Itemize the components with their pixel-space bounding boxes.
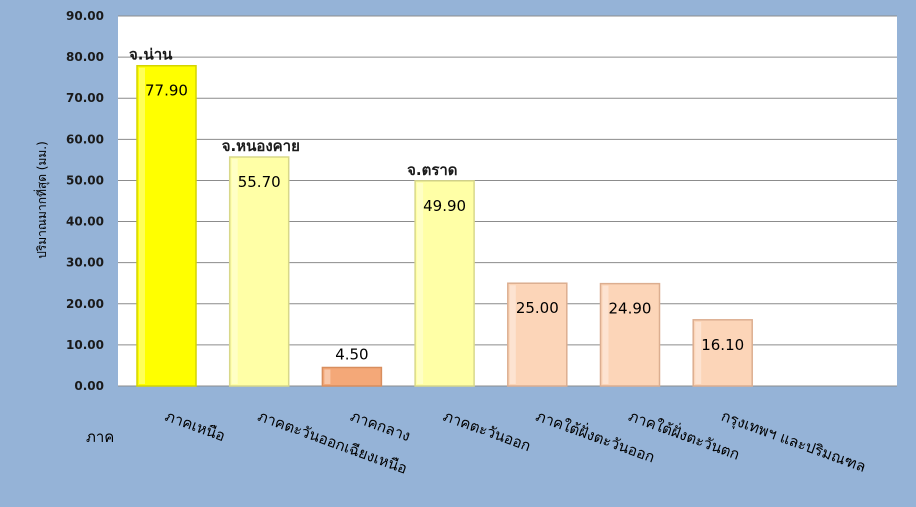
bar: [321, 366, 383, 387]
x-axis-label: ภาค: [86, 428, 114, 446]
value-label: 16.10: [701, 336, 744, 354]
province-annotation: จ.ตราด: [407, 161, 457, 179]
y-axis-ticks: 0.00 10.00 20.00 30.00 40.00 50.00 60.00 70.00 8…: [66, 9, 104, 393]
category-label: ภาคตะวันออกเฉียงเหนือ: [255, 407, 409, 478]
bar-highlight: [231, 159, 238, 384]
y-tick-label: 80.00: [66, 50, 104, 64]
value-label: 4.50: [335, 346, 368, 364]
bar: [136, 64, 197, 387]
category-label: ภาคตะวันออก: [441, 407, 534, 455]
y-tick-label: 0.00: [74, 379, 104, 393]
value-label: 55.70: [238, 173, 281, 191]
y-tick-label: 40.00: [66, 215, 104, 229]
bars: [136, 64, 753, 387]
value-label: 25.00: [516, 299, 559, 317]
value-label: 49.90: [423, 197, 466, 215]
bar-highlight: [139, 67, 145, 384]
category-label: ภาคกลาง: [348, 407, 413, 445]
y-tick-label: 20.00: [66, 297, 104, 311]
category-label: กรุงเทพฯ และปริมณฑล: [718, 407, 868, 477]
y-tick-label: 30.00: [66, 256, 104, 270]
province-annotation: จ.หนองคาย: [222, 137, 300, 155]
value-label: 77.90: [145, 82, 188, 100]
y-axis-label: ปริมาณมากที่สุด (มม.): [33, 141, 50, 259]
bar-highlight: [602, 285, 609, 384]
bar-highlight: [417, 182, 424, 384]
bar-highlight: [324, 369, 331, 384]
bar: [414, 180, 475, 387]
bar: [692, 319, 753, 387]
y-tick-label: 70.00: [66, 91, 104, 105]
bar: [507, 282, 568, 387]
value-label: 24.90: [609, 300, 652, 318]
bar-highlight: [695, 321, 702, 384]
bar: [228, 156, 290, 387]
value-labels: 77.90 55.70 4.50 49.90 25.00 24.90 16.10: [145, 82, 744, 364]
y-tick-label: 10.00: [66, 338, 104, 352]
province-annotation: จ.น่าน: [129, 46, 173, 64]
y-tick-label: 60.00: [66, 132, 104, 146]
category-label: ภาคเหนือ: [163, 407, 228, 445]
y-tick-label: 90.00: [66, 9, 104, 23]
y-tick-label: 50.00: [66, 173, 104, 187]
bar: [599, 282, 661, 387]
bar-highlight: [509, 285, 516, 384]
